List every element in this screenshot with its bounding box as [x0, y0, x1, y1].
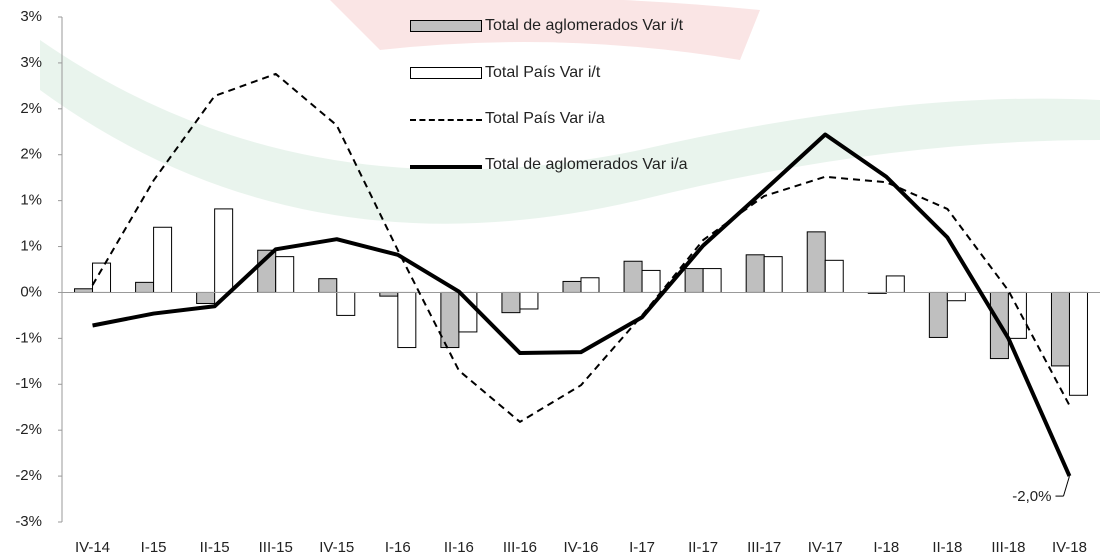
legend-swatch — [410, 165, 482, 169]
bar — [398, 292, 416, 347]
bar — [520, 292, 538, 309]
x-tick-label: I-18 — [873, 539, 899, 556]
bar — [947, 292, 965, 300]
x-tick-label: II-16 — [444, 539, 474, 556]
legend-label: Total País Var i/t — [485, 63, 715, 82]
legend-item: Total de aglomerados Var i/a — [410, 155, 715, 174]
x-tick-label: I-15 — [141, 539, 167, 556]
x-tick-label: IV-16 — [563, 539, 598, 556]
chart: 3% 3% 2% 2% 1% 1% 0% -1% -1% -2% -2% -3% IV-14 I-15 II… — [0, 0, 1110, 559]
bar — [1069, 292, 1087, 395]
bar — [75, 289, 93, 293]
legend-swatch — [410, 20, 482, 32]
x-tick-label: IV-15 — [319, 539, 354, 556]
x-tick-label: III-16 — [503, 539, 537, 556]
x-tick-label: IV-14 — [75, 539, 110, 556]
legend-item: Total País Var i/a — [410, 109, 715, 128]
bar — [807, 232, 825, 293]
bar — [929, 292, 947, 337]
x-tick-label: I-16 — [385, 539, 411, 556]
legend-label: Total de aglomerados Var i/a — [485, 155, 715, 174]
y-tick-label: 2% — [20, 146, 42, 163]
bar — [215, 209, 233, 293]
x-tick-label: I-17 — [629, 539, 655, 556]
bar — [825, 260, 843, 292]
bar — [276, 257, 294, 293]
bar — [1008, 292, 1026, 338]
legend-swatch — [410, 119, 482, 121]
x-tick-label: II-15 — [200, 539, 230, 556]
legend-item: Total País Var i/t — [410, 63, 715, 82]
bar — [93, 263, 111, 292]
x-tick-label: IV-17 — [808, 539, 843, 556]
bar — [441, 292, 459, 347]
y-tick-label: -3% — [15, 513, 42, 530]
bar — [886, 276, 904, 293]
bar — [136, 282, 154, 292]
leader-line — [1063, 476, 1069, 496]
bar — [563, 281, 581, 292]
legend-swatch — [410, 67, 482, 79]
chart-container: 3% 3% 2% 2% 1% 1% 0% -1% -1% -2% -2% -3% IV-14 I-15 II… — [0, 0, 1110, 559]
y-tick-label: -2% — [15, 421, 42, 438]
y-tick-label: -1% — [15, 375, 42, 392]
bar — [703, 269, 721, 293]
y-tick-label: 2% — [20, 100, 42, 117]
bar — [764, 257, 782, 293]
bar — [581, 278, 599, 293]
x-tick-label: II-18 — [932, 539, 962, 556]
y-tick-label: -2% — [15, 467, 42, 484]
x-tick-label: III-18 — [991, 539, 1025, 556]
y-tick-label: -1% — [15, 329, 42, 346]
bar — [154, 227, 172, 292]
bar — [319, 279, 337, 293]
y-tick-label: 1% — [20, 192, 42, 209]
data-label: -2,0% — [1012, 488, 1051, 505]
bar — [337, 292, 355, 315]
bar — [502, 292, 520, 312]
bar — [685, 269, 703, 293]
x-tick-label: II-17 — [688, 539, 718, 556]
bar — [380, 292, 398, 296]
legend-item: Total de aglomerados Var i/t — [410, 16, 715, 35]
x-tick-label: IV-18 — [1052, 539, 1087, 556]
bar — [642, 270, 660, 292]
bar — [1051, 292, 1069, 365]
y-tick-label: 3% — [20, 8, 42, 25]
legend-label: Total País Var i/a — [485, 109, 715, 128]
bar — [624, 261, 642, 292]
x-tick-label: III-17 — [747, 539, 781, 556]
legend-label: Total de aglomerados Var i/t — [485, 16, 715, 35]
x-tick-label: III-15 — [259, 539, 293, 556]
bar — [197, 292, 215, 303]
bar — [746, 255, 764, 293]
y-tick-label: 3% — [20, 54, 42, 71]
y-tick-label: 0% — [20, 283, 42, 300]
y-tick-label: 1% — [20, 238, 42, 255]
